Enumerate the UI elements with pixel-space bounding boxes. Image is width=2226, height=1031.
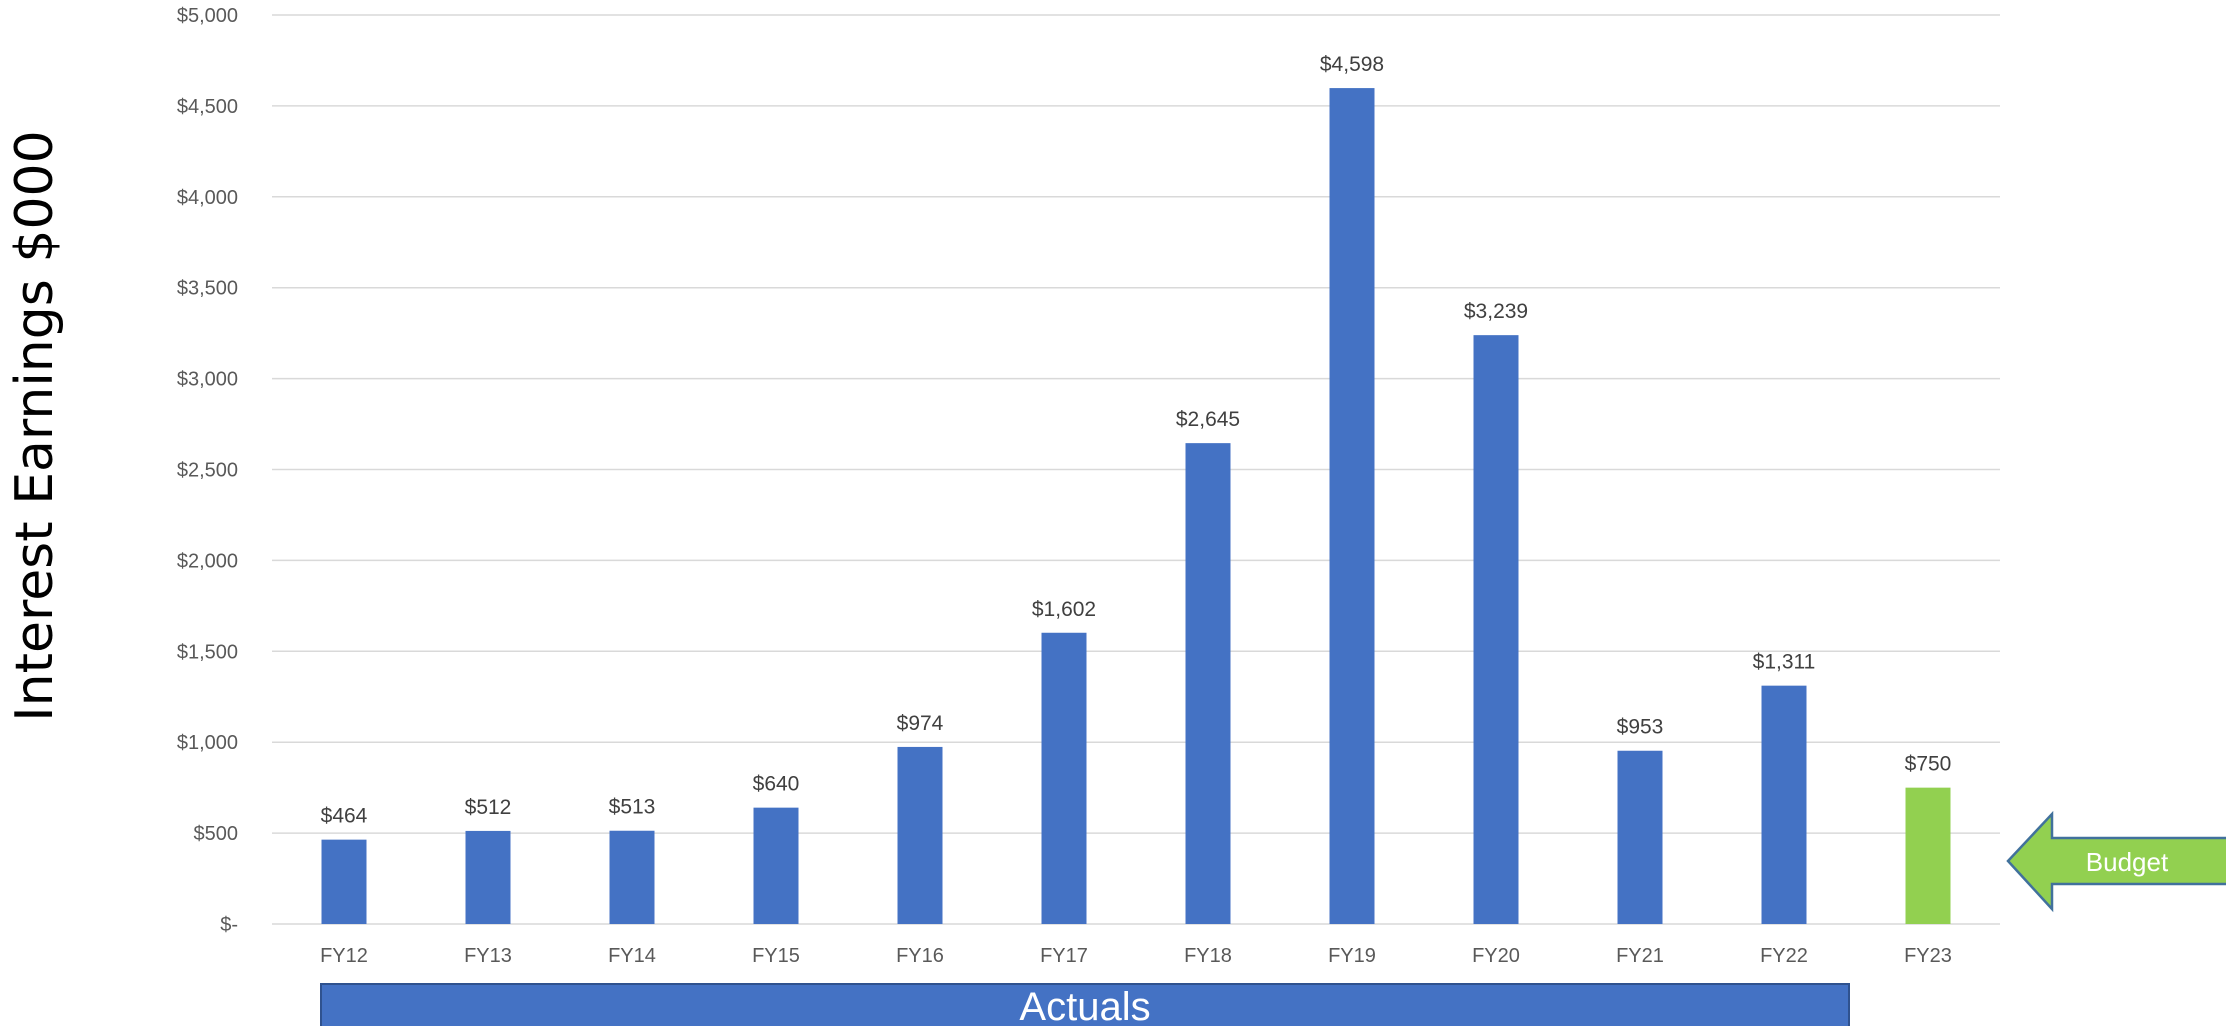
y-tick-label: $3,500 bbox=[177, 278, 238, 300]
budget-arrow-shape bbox=[2006, 810, 2226, 913]
x-tick-label-fy12: FY12 bbox=[320, 945, 368, 967]
gridlines bbox=[272, 14, 2000, 925]
y-tick-label: $4,000 bbox=[177, 187, 238, 209]
data-label-fy23: $750 bbox=[1905, 753, 1952, 776]
data-label-fy22: $1,311 bbox=[1753, 651, 1816, 674]
y-tick-label: $3,000 bbox=[177, 369, 238, 391]
x-tick-label-fy18: FY18 bbox=[1184, 945, 1232, 967]
y-tick-label: $2,000 bbox=[177, 550, 238, 572]
x-tick-label-fy22: FY22 bbox=[1760, 945, 1808, 967]
x-tick-label-fy15: FY15 bbox=[752, 945, 800, 967]
data-label-fy14: $513 bbox=[609, 796, 656, 819]
x-tick-label-fy17: FY17 bbox=[1040, 945, 1088, 967]
x-tick-label-fy21: FY21 bbox=[1616, 945, 1664, 967]
budget-arrow: Budget bbox=[2006, 810, 2226, 913]
bar-fy21 bbox=[1617, 750, 1663, 924]
bar-fy17 bbox=[1041, 632, 1087, 924]
bar-fy23 bbox=[1905, 787, 1951, 924]
bar-fy19 bbox=[1329, 88, 1375, 924]
x-axis-ticks: FY12 FY13 FY14 FY15 FY16 FY17 FY18 FY19 FY20 FY21… bbox=[320, 945, 1952, 967]
x-tick-label-fy16: FY16 bbox=[896, 945, 944, 967]
data-label-fy12: $464 bbox=[321, 805, 368, 828]
data-label-fy15: $640 bbox=[753, 773, 800, 796]
y-tick-label: $2,500 bbox=[177, 460, 238, 482]
bar-fy13 bbox=[465, 830, 511, 924]
y-tick-label: $1,500 bbox=[177, 641, 238, 663]
bar-fy15 bbox=[753, 807, 799, 924]
actuals-banner-label: Actuals bbox=[1019, 985, 1150, 1026]
data-label-fy18: $2,645 bbox=[1176, 408, 1240, 431]
y-axis-title: Interest Earnings $000 bbox=[5, 130, 65, 721]
y-tick-label: $1,000 bbox=[177, 732, 238, 754]
data-labels: $464 $512 $513 $640 $974 $1,602 $2,645 $4,598 $3… bbox=[321, 53, 1952, 828]
bar-fy14 bbox=[609, 830, 655, 924]
data-label-fy17: $1,602 bbox=[1032, 598, 1096, 621]
bar-fy20 bbox=[1473, 335, 1519, 925]
y-tick-label: $- bbox=[220, 914, 238, 936]
bar-fy22 bbox=[1761, 685, 1807, 924]
y-tick-label: $5,000 bbox=[177, 5, 238, 27]
x-tick-label-fy13: FY13 bbox=[464, 945, 512, 967]
bar-fy18 bbox=[1185, 443, 1231, 924]
actuals-banner: Actuals bbox=[320, 983, 1850, 1031]
bars bbox=[321, 88, 1951, 925]
data-label-fy16: $974 bbox=[897, 712, 944, 735]
data-label-fy20: $3,239 bbox=[1464, 300, 1528, 323]
x-tick-label-fy19: FY19 bbox=[1328, 945, 1376, 967]
data-label-fy19: $4,598 bbox=[1320, 53, 1384, 76]
bar-fy16 bbox=[897, 746, 943, 924]
data-label-fy21: $953 bbox=[1617, 716, 1664, 739]
y-tick-label: $500 bbox=[194, 823, 239, 845]
x-tick-label-fy20: FY20 bbox=[1472, 945, 1520, 967]
data-label-fy13: $512 bbox=[465, 796, 512, 819]
bar-fy12 bbox=[321, 839, 367, 924]
budget-arrow-label: Budget bbox=[2086, 847, 2169, 877]
x-tick-label-fy14: FY14 bbox=[608, 945, 656, 967]
x-tick-label-fy23: FY23 bbox=[1904, 945, 1952, 967]
y-tick-label: $4,500 bbox=[177, 96, 238, 118]
actuals-banner-box bbox=[320, 983, 1850, 1031]
y-axis-ticks: $- $500 $1,000 $1,500 $2,000 $2,500 $3,000 $3,5… bbox=[177, 5, 238, 936]
